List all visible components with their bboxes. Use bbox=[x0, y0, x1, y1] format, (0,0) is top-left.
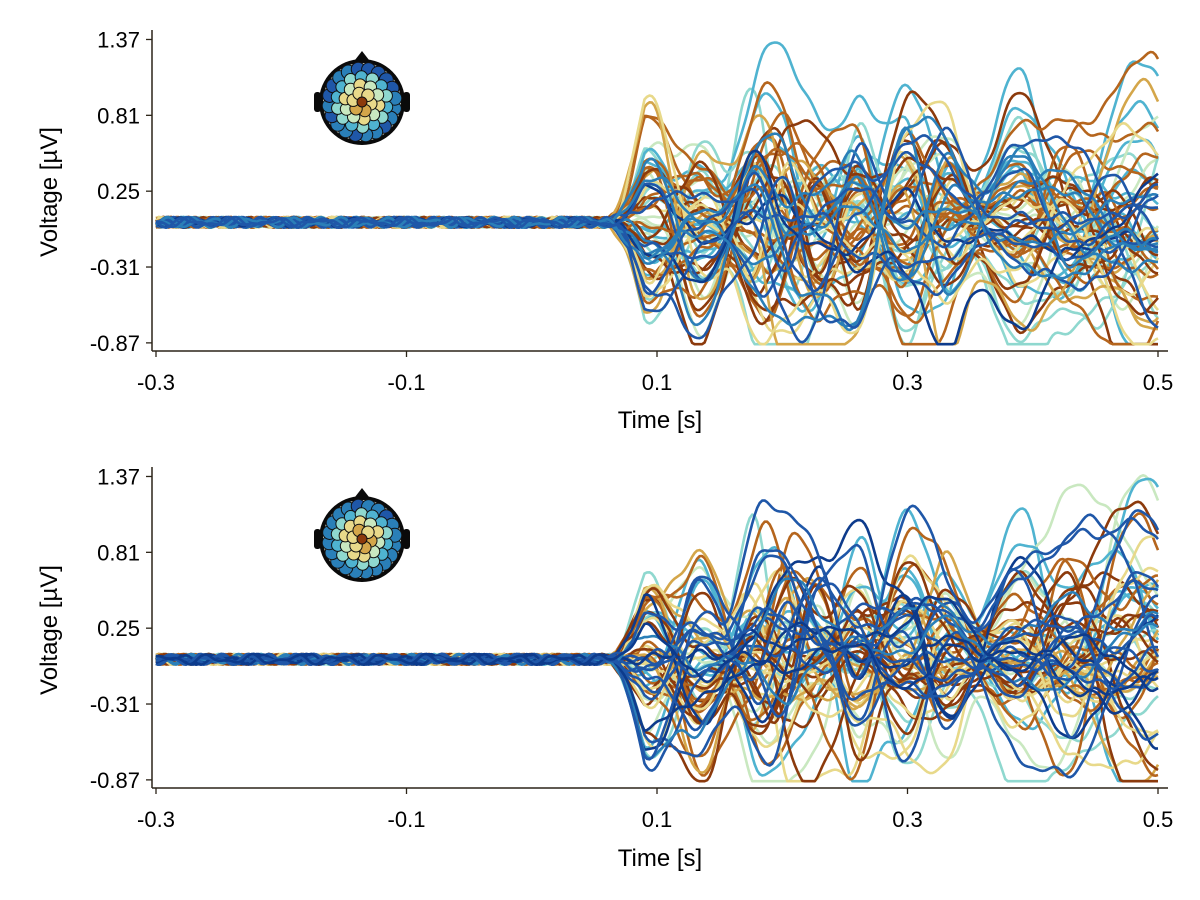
y-tick-label: 0.81 bbox=[97, 540, 140, 565]
right-ear-icon bbox=[403, 92, 410, 112]
top-x-axis-title: Time [s] bbox=[618, 407, 702, 434]
y-tick-label: -0.31 bbox=[90, 692, 140, 717]
top-x-ticks: -0.3 -0.1 0.1 0.3 0.5 bbox=[137, 351, 1173, 395]
electrode-marker bbox=[356, 96, 368, 108]
y-tick-label: -0.87 bbox=[90, 331, 140, 356]
bottom-x-ticks: -0.3 -0.1 0.1 0.3 0.5 bbox=[137, 788, 1173, 832]
channel-trace bbox=[155, 622, 1159, 693]
y-tick-label: 1.37 bbox=[97, 464, 140, 489]
x-tick-label: -0.1 bbox=[388, 807, 426, 832]
y-tick-label: 1.37 bbox=[97, 27, 140, 52]
x-tick-label: 0.3 bbox=[892, 370, 923, 395]
left-ear-icon bbox=[314, 529, 321, 549]
x-tick-label: -0.3 bbox=[137, 807, 175, 832]
x-tick-label: 0.1 bbox=[642, 807, 673, 832]
electrode-marker bbox=[356, 533, 368, 545]
bottom-x-axis-title: Time [s] bbox=[618, 845, 702, 872]
bottom-axes bbox=[151, 467, 1168, 789]
x-tick-label: 0.1 bbox=[642, 370, 673, 395]
channel-trace bbox=[155, 175, 1158, 340]
nose-icon bbox=[355, 51, 369, 60]
top-channel-traces bbox=[155, 41, 1160, 346]
nose-icon bbox=[355, 488, 369, 497]
bottom-channel-traces bbox=[155, 474, 1160, 783]
x-tick-label: -0.3 bbox=[137, 370, 175, 395]
right-ear-icon bbox=[403, 529, 410, 549]
y-tick-label: 0.25 bbox=[97, 179, 140, 204]
y-tick-label: 0.81 bbox=[97, 103, 140, 128]
x-tick-label: 0.5 bbox=[1143, 370, 1174, 395]
top-y-ticks: 1.37 0.81 0.25 -0.31 -0.87 bbox=[90, 27, 152, 356]
top-y-axis-title: Voltage [µV] bbox=[36, 127, 63, 257]
x-tick-label: -0.1 bbox=[388, 370, 426, 395]
y-tick-label: 0.25 bbox=[97, 616, 140, 641]
bottom-y-ticks: 1.37 0.81 0.25 -0.31 -0.87 bbox=[90, 464, 152, 793]
channel-trace bbox=[155, 157, 1159, 282]
top-topomap-inset bbox=[314, 51, 410, 145]
y-tick-label: -0.87 bbox=[90, 768, 140, 793]
channel-trace bbox=[155, 134, 1160, 293]
top-plot-panel: -0.3 -0.1 0.1 0.3 0.5 1.37 0.81 0.25 -0.31 -0.87… bbox=[36, 27, 1173, 434]
bottom-topomap-inset bbox=[314, 488, 410, 582]
bottom-plot-panel: -0.3 -0.1 0.1 0.3 0.5 1.37 0.81 0.25 -0.31 -0.87… bbox=[36, 464, 1173, 872]
x-tick-label: 0.3 bbox=[892, 807, 923, 832]
channel-trace bbox=[155, 126, 1159, 332]
y-tick-label: -0.31 bbox=[90, 255, 140, 280]
channel-trace bbox=[155, 208, 1159, 297]
bottom-y-axis-title: Voltage [µV] bbox=[36, 565, 63, 695]
x-tick-label: 0.5 bbox=[1143, 807, 1174, 832]
left-ear-icon bbox=[314, 92, 321, 112]
top-axes bbox=[151, 30, 1168, 352]
